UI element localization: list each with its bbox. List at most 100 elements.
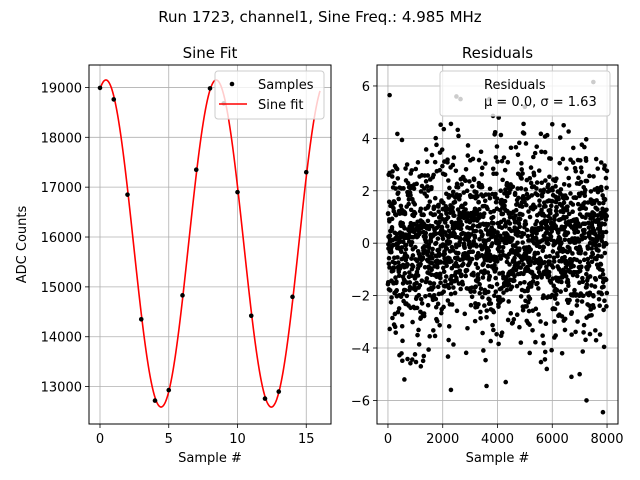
residual-point <box>579 264 584 269</box>
residual-point <box>515 233 521 238</box>
residual-point <box>435 284 441 290</box>
residual-point <box>534 275 540 280</box>
residual-point <box>518 294 524 299</box>
residual-point <box>589 312 594 318</box>
residual-point <box>481 261 486 266</box>
residual-point <box>506 281 512 287</box>
residual-point <box>578 158 583 163</box>
residual-point <box>554 176 559 181</box>
sample-point <box>303 169 309 175</box>
residual-point <box>396 260 401 265</box>
x-tick-label: 4000 <box>481 432 514 447</box>
residual-point <box>431 172 436 178</box>
residual-point <box>437 167 443 173</box>
x-tick-label: 10 <box>229 432 246 447</box>
residual-point <box>552 296 558 301</box>
residual-point <box>403 242 409 248</box>
y-tick-label: 15000 <box>41 281 82 296</box>
residual-point <box>488 301 494 306</box>
residual-point <box>404 254 410 259</box>
residual-point <box>472 289 477 294</box>
residual-point <box>542 213 547 219</box>
residual-point <box>523 141 529 146</box>
residual-point <box>560 156 566 162</box>
residual-point <box>592 284 598 289</box>
residual-point <box>553 208 559 214</box>
residual-point <box>452 290 458 296</box>
residual-point <box>427 199 433 204</box>
residual-point <box>598 160 604 165</box>
residual-point <box>603 217 609 222</box>
residual-point <box>575 319 580 324</box>
residual-point <box>425 302 431 308</box>
residual-point <box>566 183 572 188</box>
residual-point <box>521 121 526 127</box>
residual-point <box>406 197 412 202</box>
y-tick-label: −6 <box>351 394 370 409</box>
residual-point <box>567 269 573 275</box>
residual-point <box>496 304 501 309</box>
residual-point <box>448 121 454 127</box>
residual-point <box>448 281 454 286</box>
residual-point <box>587 303 592 308</box>
residual-outlier-point <box>448 387 454 393</box>
residual-point <box>386 255 392 261</box>
residual-point <box>412 211 418 216</box>
residual-point <box>552 306 558 312</box>
residual-point <box>399 323 405 329</box>
legend-label-samples: Samples <box>258 78 314 93</box>
residual-point <box>468 232 474 237</box>
residual-point <box>553 184 558 189</box>
residual-point <box>533 339 538 345</box>
residual-point <box>424 276 430 281</box>
residual-point <box>455 127 461 133</box>
residual-point <box>580 349 586 354</box>
residual-point <box>477 206 482 212</box>
residual-point <box>567 297 572 303</box>
residual-point <box>399 312 405 317</box>
residual-point <box>463 350 469 356</box>
residual-point <box>600 272 606 277</box>
residual-point <box>573 195 579 201</box>
residual-point <box>393 186 398 191</box>
residual-point <box>521 195 527 201</box>
sine-fit-axes: Sine Fit Sample # ADC Counts 0 5 10 15 13000… <box>15 44 332 466</box>
residual-point <box>396 269 402 275</box>
y-tick-label: 6 <box>362 80 370 95</box>
sample-point <box>193 167 199 173</box>
residual-point <box>387 233 393 238</box>
residual-point <box>461 261 466 267</box>
x-tick-label: 15 <box>298 432 315 447</box>
residual-point <box>471 239 477 244</box>
residual-point <box>439 310 444 316</box>
residual-point <box>573 329 578 335</box>
residual-point <box>550 188 555 193</box>
residual-point <box>426 347 431 352</box>
residual-point <box>437 275 443 281</box>
residual-point <box>437 322 442 328</box>
residual-point <box>438 212 444 218</box>
residual-point <box>387 288 393 293</box>
residual-point <box>543 254 549 260</box>
residual-point <box>536 168 542 173</box>
residual-point <box>599 254 604 259</box>
residual-point <box>550 265 556 270</box>
residual-point <box>571 263 576 269</box>
residual-point <box>510 236 515 241</box>
residual-point <box>564 166 569 171</box>
residual-point <box>476 157 482 163</box>
residual-point <box>591 174 596 179</box>
residual-point <box>536 286 541 291</box>
residual-point <box>566 129 571 134</box>
residual-point <box>577 224 583 229</box>
residual-point <box>561 182 567 187</box>
residual-point <box>524 227 530 233</box>
residual-point <box>541 244 547 250</box>
residual-point <box>499 330 505 335</box>
residual-point <box>510 320 516 326</box>
residual-point <box>393 275 398 280</box>
x-tick-label: 0 <box>384 432 392 447</box>
residual-point <box>536 312 541 317</box>
residual-outlier-point <box>484 383 489 389</box>
x-tick-label: 8000 <box>590 432 623 447</box>
